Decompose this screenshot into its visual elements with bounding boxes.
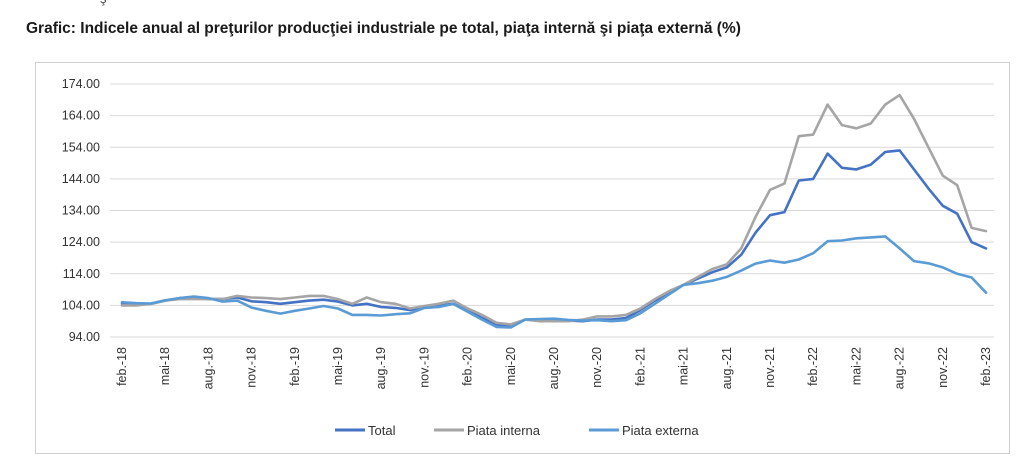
x-tick-label: feb.-21	[633, 347, 647, 386]
x-tick-label: nov.-22	[936, 347, 950, 388]
series-line-piata-interna	[120, 93, 988, 326]
x-tick-label: nov.-21	[763, 347, 777, 388]
x-tick-label: aug.-18	[201, 347, 215, 389]
y-axis-ticks: 94.00 104.00 114.00 124.00 134.00 144.00 154.0…	[62, 77, 100, 344]
y-tick-label: 124.00	[62, 235, 100, 249]
y-tick-label: 134.00	[62, 204, 100, 218]
series-lines	[120, 93, 988, 329]
legend-label: Total	[368, 423, 396, 438]
chart-title: Grafic: Indicele anual al preţurilor pro…	[26, 20, 741, 37]
y-tick-label: 94.00	[69, 330, 100, 344]
x-tick-label: feb.-20	[461, 347, 475, 386]
x-tick-label: aug.-20	[547, 347, 561, 389]
y-tick-label: 114.00	[63, 267, 100, 281]
y-tick-label: 104.00	[62, 298, 100, 312]
cropped-text-fragment: ş	[100, 0, 107, 6]
x-tick-label: feb.-18	[115, 347, 129, 386]
series-line-piata-externa	[120, 235, 988, 329]
legend: Total Piata interna Piata externa	[335, 423, 699, 438]
x-tick-label: feb.-19	[288, 347, 302, 386]
x-tick-label: feb.-23	[979, 347, 993, 386]
x-tick-label: aug.-19	[374, 347, 388, 389]
x-tick-label: mai-19	[331, 347, 345, 385]
x-tick-label: mai-20	[504, 347, 518, 385]
x-axis-ticks: feb.-18 mai-18 aug.-18 nov.-18 feb.-19 mai-19…	[115, 347, 993, 389]
grid-lines	[110, 83, 994, 338]
x-tick-label: aug.-22	[893, 347, 907, 389]
legend-label: Piata externa	[622, 423, 699, 438]
x-tick-label: mai-18	[158, 347, 172, 385]
x-tick-label: nov.-19	[417, 347, 431, 388]
x-tick-label: mai-22	[849, 347, 863, 385]
y-tick-label: 174.00	[62, 77, 100, 91]
y-tick-label: 164.00	[62, 109, 100, 123]
x-tick-label: aug.-21	[720, 347, 734, 389]
y-tick-label: 144.00	[62, 172, 100, 186]
x-tick-label: feb.-22	[806, 347, 820, 386]
y-tick-label: 154.00	[62, 140, 100, 154]
x-tick-label: mai-21	[677, 347, 691, 385]
legend-label: Piata interna	[467, 423, 541, 438]
x-tick-label: nov.-20	[590, 347, 604, 388]
chart-frame	[35, 62, 1010, 454]
x-tick-label: nov.-18	[245, 347, 259, 388]
